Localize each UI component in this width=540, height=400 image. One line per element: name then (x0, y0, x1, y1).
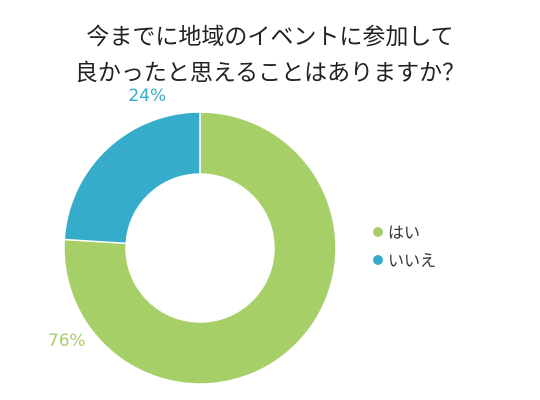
legend-label-2: いいえ (388, 251, 436, 270)
legend-marker-1 (373, 227, 383, 237)
legend-item-2: いいえ (373, 251, 436, 270)
value-label-2: 24% (128, 86, 166, 106)
chart-title-line-1: 今までに地域のイベントに参加して (86, 24, 453, 50)
chart-title-line-2: 良かったと思えることはありますか？ (75, 60, 465, 86)
donut-slice-1 (63, 111, 337, 385)
legend-label-1: はい (388, 223, 420, 242)
legend-marker-2 (373, 255, 383, 265)
value-labels: 76% 24% (48, 86, 166, 351)
donut-slices (63, 111, 337, 385)
legend-item-1: はい (373, 223, 420, 242)
value-label-1: 76% (48, 331, 86, 351)
donut-slice-2 (63, 111, 201, 245)
chart-title: 今までに地域のイベントに参加して 良かったと思えることはありますか？ (75, 24, 465, 86)
